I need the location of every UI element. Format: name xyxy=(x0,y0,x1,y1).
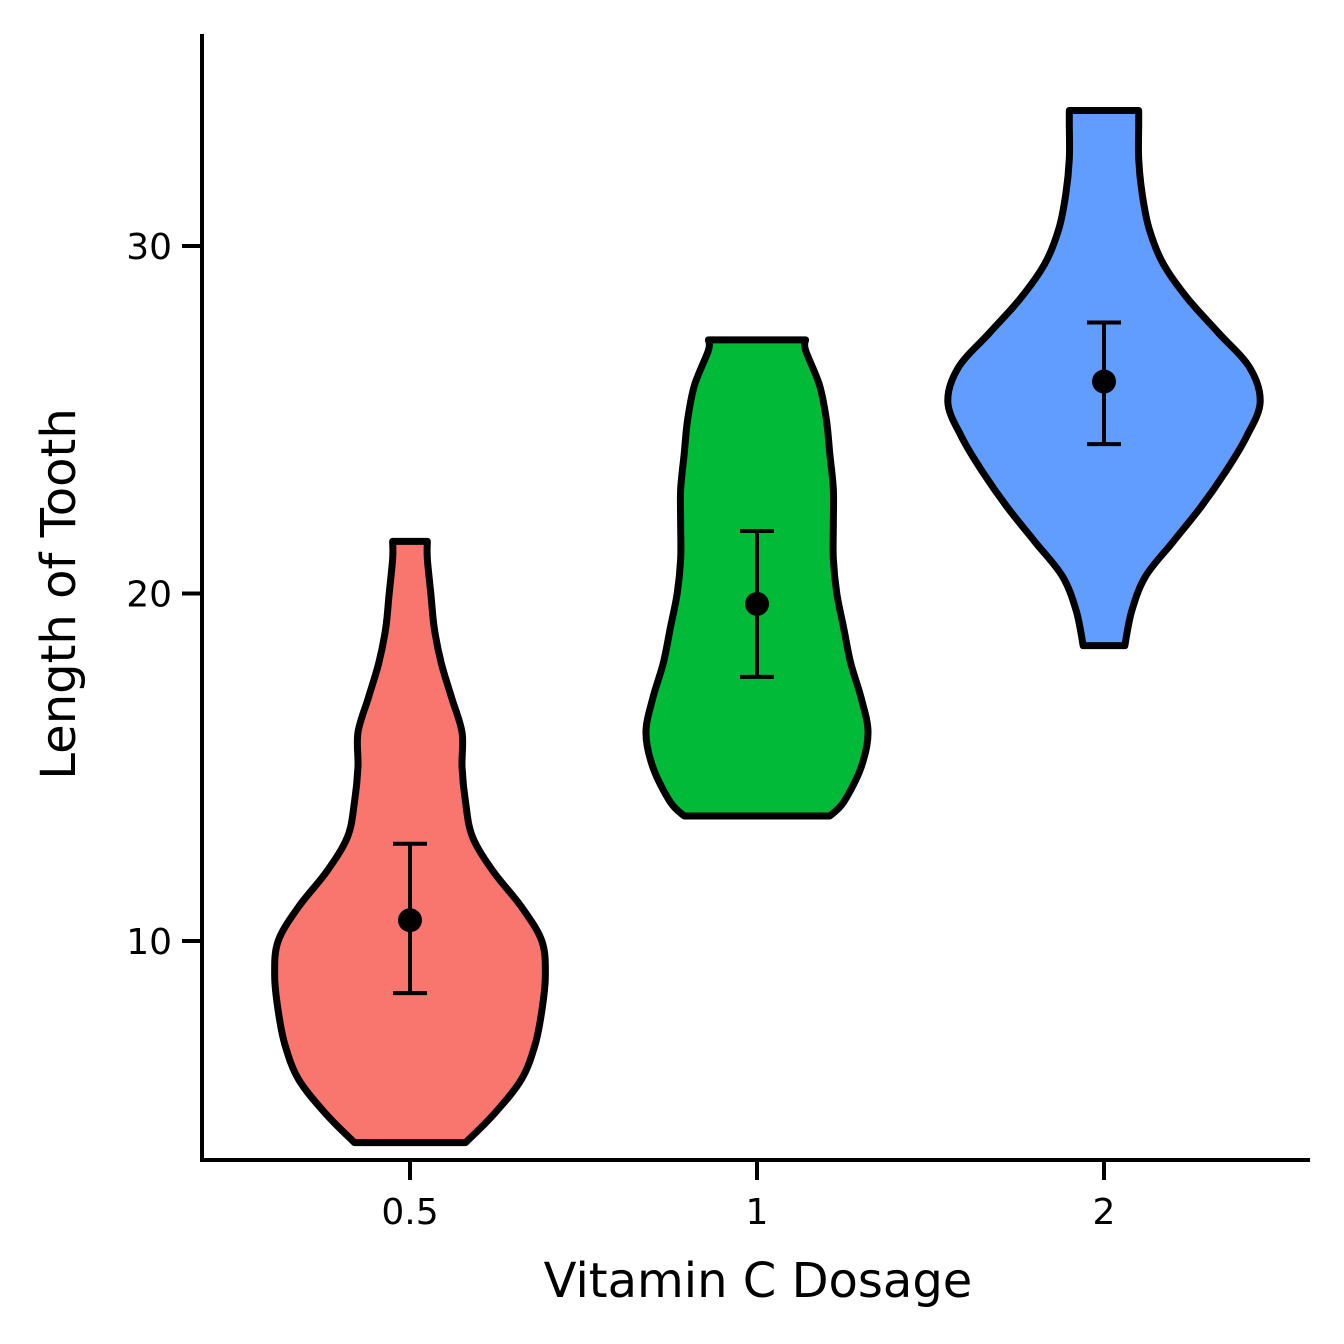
y-tick-label-30: 30 xyxy=(126,227,172,268)
x-axis-title: Vitamin C Dosage xyxy=(544,1253,973,1309)
y-axis-title: Length of Tooth xyxy=(31,408,87,779)
x-tick-label-2: 2 xyxy=(1093,1192,1116,1233)
axes-layer: 10 20 30 0.5 1 2 xyxy=(126,34,1310,1233)
mean-point-0.5 xyxy=(398,908,422,933)
mean-point-2 xyxy=(1092,369,1116,394)
y-tick-label-10: 10 xyxy=(126,922,172,963)
violins-layer xyxy=(271,106,1264,1147)
mean-point-1 xyxy=(745,591,769,616)
errorbars-layer xyxy=(393,320,1121,996)
x-tick-label-0.5: 0.5 xyxy=(381,1192,438,1233)
y-tick-label-20: 20 xyxy=(126,575,172,616)
x-tick-label-1: 1 xyxy=(746,1192,769,1233)
